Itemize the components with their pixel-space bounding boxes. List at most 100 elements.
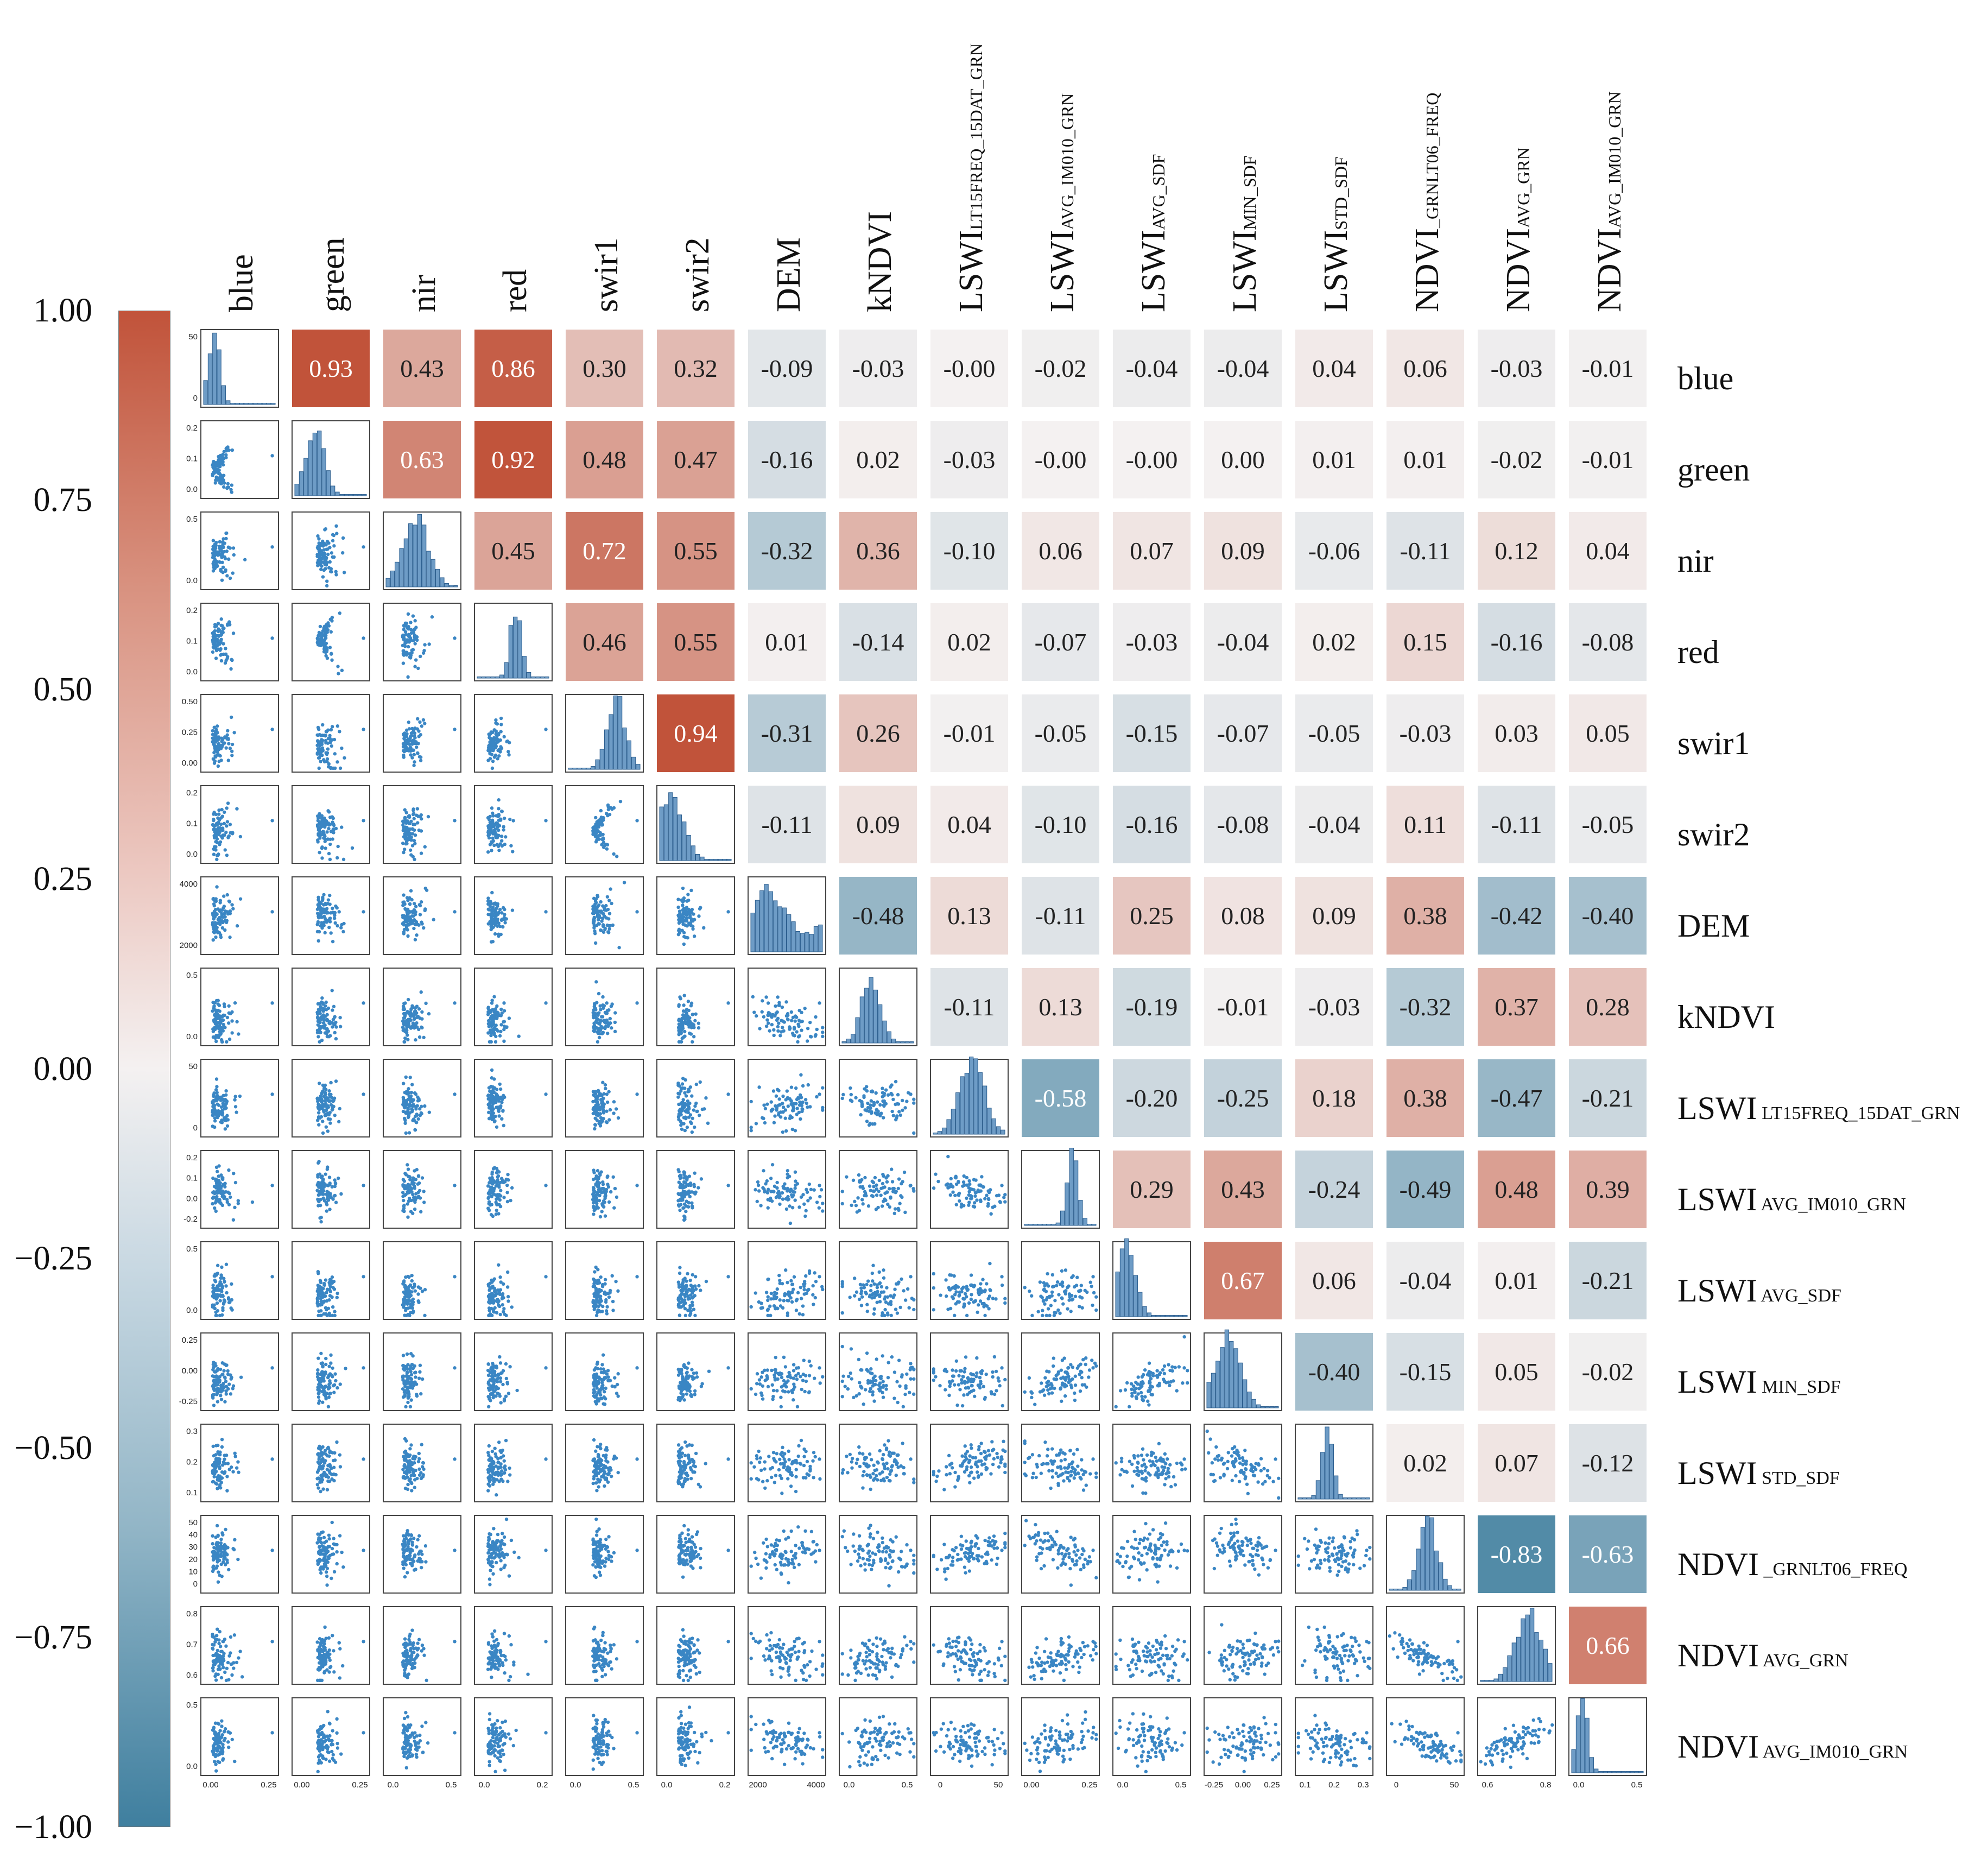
scatter-point: [405, 920, 409, 924]
scatter-point: [592, 1004, 597, 1009]
scatter-point: [692, 1183, 696, 1186]
scatter-point: [220, 740, 224, 743]
scatter-point: [338, 1107, 342, 1111]
scatter-point: [219, 569, 223, 573]
scatter-point: [491, 912, 495, 916]
scatter-point: [770, 1015, 774, 1019]
scatter-point: [416, 717, 420, 721]
row-label-text: NDVI: [1677, 1728, 1759, 1765]
scatter-point: [875, 1100, 879, 1104]
corr-value: 0.55: [674, 628, 718, 656]
corr-value: 0.06: [1039, 537, 1082, 565]
scatter-point: [761, 999, 764, 1003]
corr-value: -0.07: [1035, 628, 1087, 656]
scatter-point: [492, 728, 496, 732]
scatter-point: [594, 1174, 598, 1178]
scatter-point: [603, 1195, 607, 1198]
y-tick-label: 0.1: [186, 637, 198, 646]
row-label-subscript: AVG_IM010_GRN: [1758, 1741, 1908, 1762]
corr-cell-bg: [1022, 421, 1099, 498]
scatter-point: [321, 1021, 326, 1025]
scatter-point: [495, 1181, 499, 1185]
scatter-point: [212, 725, 216, 729]
scatter-point: [854, 1096, 858, 1099]
corr-value: -0.11: [944, 993, 995, 1021]
scatter-point: [405, 842, 409, 845]
scatter-point: [218, 843, 221, 846]
scatter-point: [321, 1120, 325, 1123]
scatter-point: [320, 824, 324, 828]
scatter-point: [213, 481, 217, 485]
scatter-point: [821, 1034, 825, 1039]
scatter-point: [789, 1010, 794, 1014]
scatter-point: [890, 1167, 894, 1171]
scatter-point: [682, 994, 686, 997]
scatter-point: [676, 898, 680, 901]
scatter-point: [874, 1091, 878, 1095]
hist-bar: [230, 402, 235, 405]
scatter-point: [502, 1025, 507, 1028]
scatter-point: [607, 1008, 611, 1012]
scatter-point: [336, 844, 340, 849]
scatter-point: [486, 850, 490, 854]
scatter-point: [694, 1082, 699, 1086]
scatter-LSWI_LT15FREQ_15DAT_GRN-red: [474, 1059, 553, 1137]
scatter-point: [220, 1040, 224, 1044]
corr-value: -0.58: [1035, 1084, 1087, 1112]
scatter-point: [225, 854, 229, 857]
corr-cell-red-NDVI_AVG_GRN: -0.16: [1478, 603, 1555, 681]
scatter-point: [402, 649, 406, 653]
corr-value: -0.25: [1217, 1084, 1269, 1112]
scatter-point: [985, 1193, 989, 1197]
scatter-point: [325, 1203, 329, 1206]
scatter-point: [983, 1197, 987, 1200]
scatter-point: [497, 932, 501, 936]
scatter-point: [212, 470, 216, 475]
scatter-point: [771, 1089, 776, 1093]
scatter-point: [504, 835, 508, 839]
corr-cell-red-NDVI_AVG_IM010_GRN: -0.08: [1569, 603, 1647, 681]
scatter-point: [316, 916, 321, 920]
scatter-point: [763, 1189, 767, 1193]
corr-value: -0.47: [1491, 1084, 1543, 1112]
scatter-point: [682, 1116, 686, 1120]
scatter-point: [407, 739, 411, 743]
corr-value: -0.00: [1126, 446, 1178, 473]
scatter-point: [319, 544, 323, 547]
hist-bar: [385, 578, 390, 587]
scatter-point: [333, 766, 337, 770]
scatter-point: [898, 1202, 902, 1205]
scatter-point: [897, 1110, 901, 1114]
scatter-point: [757, 1085, 761, 1089]
scatter-point: [784, 1098, 788, 1102]
scatter-point: [217, 832, 220, 836]
scatter-point: [220, 1019, 224, 1022]
scatter-point: [815, 1200, 819, 1204]
scatter-point: [953, 1193, 957, 1197]
scatter-point: [503, 1095, 507, 1099]
scatter-point: [217, 1003, 221, 1008]
scatter-point: [220, 459, 224, 464]
scatter-point: [495, 1105, 498, 1109]
scatter-point: [223, 557, 227, 561]
scatter-point: [315, 1189, 319, 1192]
scatter-point: [324, 823, 328, 827]
scatter-point: [318, 1203, 322, 1208]
row-label-text: LSWI: [1677, 1090, 1757, 1126]
corr-value: 0.25: [1130, 902, 1174, 930]
scatter-LSWI_AVG_IM010_GRN-nir: [383, 1150, 461, 1229]
scatter-point: [497, 1114, 501, 1118]
scatter-point: [331, 837, 334, 841]
row-label-text: LSWI: [1677, 1455, 1757, 1491]
scatter-LSWI_LT15FREQ_15DAT_GRN-nir: [383, 1059, 461, 1137]
scatter-point: [321, 921, 325, 925]
scatter-point: [334, 1079, 338, 1083]
row-label-red: red: [1677, 634, 1719, 671]
corr-value: 0.28: [1586, 993, 1630, 1021]
scatter-point: [849, 1098, 853, 1102]
scatter-point: [322, 552, 326, 555]
corr-cell-red-swir2: 0.55: [657, 603, 735, 681]
scatter-point: [496, 824, 500, 829]
hist-bar: [1037, 1223, 1042, 1226]
scatter-point: [231, 631, 236, 635]
